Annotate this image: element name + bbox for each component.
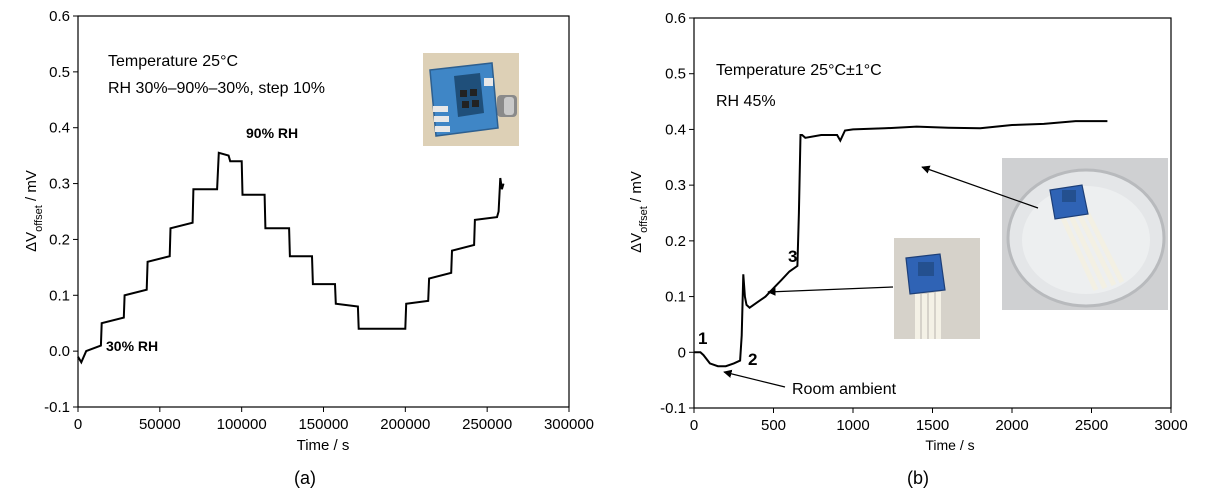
x-tick-label: 150000 [298,416,348,433]
panel-a-x-ticks: 0 50000 100000 150000 200000 250000 300000 [74,407,594,433]
panel-a-y-ticks: -0.1 0.0 0.1 0.2 0.3 0.4 0.5 0.6 [44,8,78,416]
y-tick-label: 0.2 [49,231,70,248]
y-tick-label: 0.3 [665,177,686,194]
y-tick-label: 0.4 [665,121,686,138]
panel-b-sensor-in-dish-photo [1002,158,1168,310]
x-tick-label: 0 [690,417,698,434]
y-tick-label: 0.6 [49,8,70,25]
panel-b-sensor-photo-small [894,238,980,339]
x-tick-label: 1000 [836,417,869,434]
panel-b-y-ticks: -0.1 0 0.1 0.2 0.3 0.4 0.5 0.6 [660,10,694,417]
panel-b-arrow-to-dish-photo [921,165,1039,209]
y-tick-label: 0.2 [665,233,686,250]
y-tick-label: -0.1 [660,400,686,417]
panel-a-caption: (a) [294,468,316,488]
x-tick-label: 200000 [380,416,430,433]
y-tick-label: 0.5 [49,64,70,81]
y-tick-label: 0.1 [49,287,70,304]
panel-a-peak-label: 90% RH [246,125,298,141]
panel-b-chart: -0.100.10.20.30.40.50.6 0 500 1000 1500 2000… [628,10,1188,488]
x-tick-label: 300000 [544,416,594,433]
x-tick-label: 50000 [139,416,181,433]
panel-a-y-label-sub: offset [33,205,45,232]
x-tick-label: 2500 [1075,417,1108,434]
panel-b-arrow-to-small-photo [767,286,894,296]
panel-a-data-line [77,151,505,365]
y-tick-label: 0.3 [49,176,70,193]
panel-a-y-axis-label: ΔVoffset / mV [23,170,45,252]
panel-b-caption: (b) [907,468,929,488]
panel-b-x-ticks: 0 500 1000 1500 2000 2500 3000 [690,408,1188,434]
panel-b-rh-note: RH 45% [716,93,776,110]
panel-b-y-label-sub: offset [638,206,650,233]
x-tick-label: 3000 [1154,417,1187,434]
panel-a-sensor-photo [423,53,519,146]
panel-a-start-label: 30% RH [106,338,158,354]
panel-b-arrow-room-ambient [723,369,786,388]
y-tick-label: 0.4 [49,120,70,137]
x-tick-label: 250000 [462,416,512,433]
panel-b-temperature-note: Temperature 25°C±1°C [716,62,882,79]
panel-a-y-label-unit: / mV [23,170,40,205]
panel-a-chart: -0.1 0.0 0.1 0.2 0.3 0.4 0.5 0.6 0 50000 100000 15… [23,8,594,488]
y-tick-label: -0.1 [44,399,70,416]
y-tick-label: 0.1 [665,289,686,306]
panel-b-data-line [694,120,1108,368]
y-tick-label: 0.5 [665,66,686,83]
x-tick-label: 2000 [995,417,1028,434]
panel-b-x-axis-label: Time / s [925,437,974,453]
panel-b-point-3-label: 3 [788,247,797,266]
y-tick-label: 0.0 [49,343,70,360]
panel-b-y-axis-label: ΔVoffset / mV [628,171,650,253]
panel-b-y-label-main: ΔV [628,233,645,253]
panel-a-y-label-main: ΔV [23,232,40,252]
panel-b-point-1-label: 1 [698,329,707,348]
x-tick-label: 1500 [916,417,949,434]
panel-b-y-label-unit: / mV [628,171,645,206]
panel-b-room-ambient-label: Room ambient [792,381,897,398]
y-tick-label: 0.6 [665,10,686,27]
x-tick-label: 0 [74,416,82,433]
panel-a-x-axis-label: Time / s [297,437,350,454]
panel-b-point-2-label: 2 [748,350,757,369]
x-tick-label: 100000 [217,416,267,433]
x-tick-label: 500 [761,417,786,434]
y-tick-label: 0 [678,344,686,361]
panel-a-temperature-note: Temperature 25°C [108,53,238,70]
panel-a-rh-note: RH 30%–90%–30%, step 10% [108,80,325,97]
